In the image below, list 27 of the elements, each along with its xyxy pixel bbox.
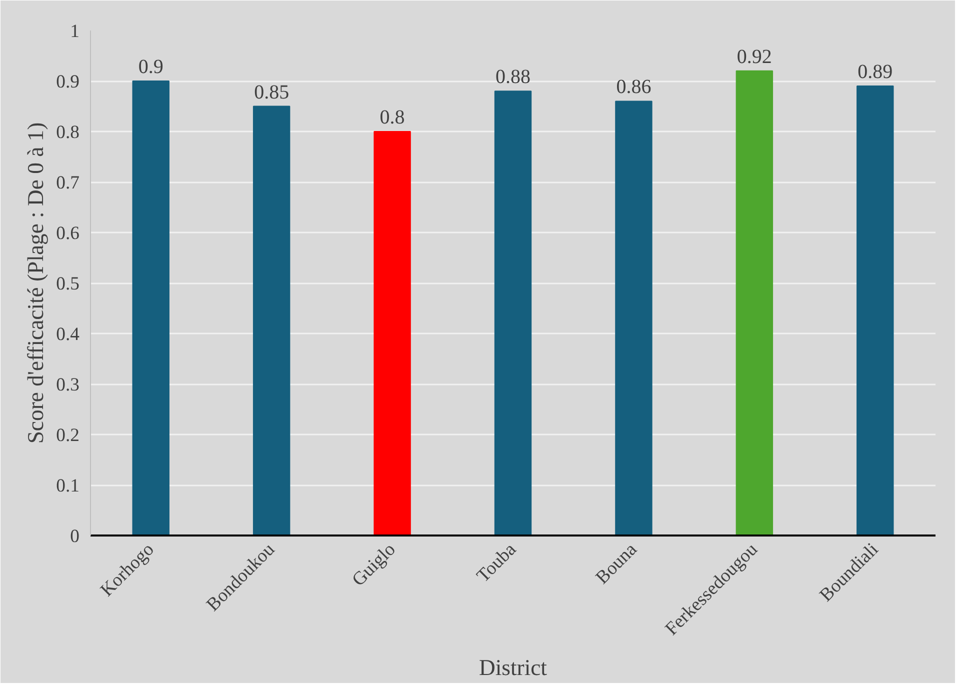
y-tick-label: 0.1 <box>56 476 80 496</box>
data-label: 0.86 <box>616 76 652 98</box>
data-label: 0.85 <box>254 81 290 104</box>
y-tick-label: 0.3 <box>56 374 80 396</box>
y-axis-title: Score d'efficacité (Plage : De 0 à 1) <box>23 122 48 444</box>
bar <box>252 106 290 536</box>
data-label: 0.92 <box>736 46 772 68</box>
y-tick-label: 1 <box>70 21 80 42</box>
y-tick-label: 0.7 <box>56 172 80 194</box>
bar <box>374 131 411 536</box>
data-label: 0.88 <box>496 66 530 88</box>
y-tick-label: 0.5 <box>56 274 80 294</box>
y-tick-label: 0 <box>70 526 80 547</box>
y-tick-label: 0.9 <box>56 72 80 92</box>
bar <box>856 86 894 536</box>
y-tick-label: 0.6 <box>56 223 80 244</box>
y-tick-label: 0.8 <box>56 122 80 143</box>
bar <box>132 80 170 536</box>
bar <box>615 100 652 536</box>
data-label: 0.89 <box>858 61 893 84</box>
bar <box>736 70 774 536</box>
data-label: 0.9 <box>138 56 164 78</box>
bar <box>494 90 532 536</box>
y-tick-label: 0.4 <box>56 324 80 345</box>
y-tick-label: 0.2 <box>56 425 80 446</box>
x-axis-title: District <box>479 655 548 680</box>
data-label: 0.8 <box>380 106 405 128</box>
